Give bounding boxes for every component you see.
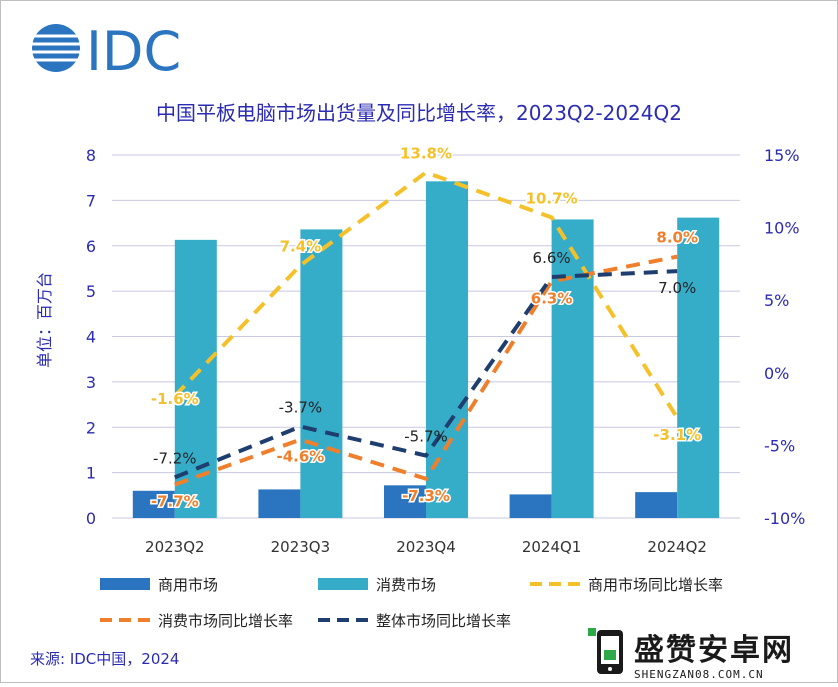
bar <box>258 489 301 518</box>
y-tick-label: 7 <box>86 191 96 210</box>
data-label: -7.7% <box>151 493 199 511</box>
legend-item: 商用市场同比增长率 <box>530 576 723 594</box>
y-tick-label: 8 <box>86 146 96 165</box>
y-tick-label: 0 <box>86 509 96 528</box>
legend-item: 消费市场同比增长率 <box>100 612 293 630</box>
x-axis: 2023Q2 2023Q3 2023Q4 2024Q1 2024Q2 <box>145 538 707 556</box>
x-tick-label: 2023Q3 <box>271 538 331 556</box>
y-axis-label: 单位：百万台 <box>35 272 54 368</box>
watermark-title: 盛赞安卓网 <box>634 633 794 668</box>
bar <box>132 490 175 518</box>
idc-globe-icon <box>32 24 80 72</box>
idc-logo-text: IDC <box>86 20 181 83</box>
bar <box>300 229 343 519</box>
data-label: 6.3% <box>531 289 573 307</box>
data-label: -5.7% <box>404 428 448 446</box>
x-tick-label: 2024Q1 <box>522 538 582 556</box>
data-label: 6.6% <box>533 249 571 267</box>
data-label: 7.0% <box>658 279 696 297</box>
data-label: 10.7% <box>526 189 578 207</box>
watermark-url: SHENGZAN08.COM.CN <box>634 668 764 681</box>
y2-tick-label: 15% <box>764 146 800 165</box>
data-label: 13.8% <box>400 144 452 162</box>
y-tick-label: 2 <box>86 418 96 437</box>
series-line <box>174 254 678 487</box>
y-tick-label: 4 <box>86 328 96 347</box>
legend-swatch <box>318 578 368 590</box>
lines <box>173 170 679 487</box>
y2-tick-label: -5% <box>764 436 795 455</box>
phone-icon <box>588 628 623 674</box>
legend-swatch <box>100 578 150 590</box>
x-tick-label: 2023Q4 <box>396 538 456 556</box>
legend-label: 商用市场同比增长率 <box>588 576 723 594</box>
bars <box>132 181 720 519</box>
chart-title: 中国平板电脑市场出货量及同比增长率，2023Q2-2024Q2 <box>156 101 682 125</box>
y2-tick-label: 10% <box>764 219 800 238</box>
bar <box>635 492 678 518</box>
x-tick-label: 2024Q2 <box>647 538 707 556</box>
data-labels: -1.6% 7.4% 13.8% 10.7% -3.1% -7.7% -4.6% -7.3% 6… <box>149 143 702 512</box>
bar <box>677 217 720 518</box>
data-label: -3.7% <box>279 399 323 417</box>
legend-label: 消费市场同比增长率 <box>158 612 293 630</box>
bar <box>384 485 426 518</box>
data-label: 7.4% <box>280 237 322 255</box>
bar <box>551 219 594 518</box>
y2-tick-label: 0% <box>764 364 789 383</box>
data-label: -7.2% <box>153 449 197 467</box>
y-tick-label: 1 <box>86 464 96 483</box>
data-label: -4.6% <box>276 448 324 466</box>
series-line <box>174 269 678 480</box>
series-line <box>173 170 679 419</box>
data-label: 8.0% <box>656 229 698 247</box>
source-note: 来源: IDC中国，2024 <box>30 650 179 668</box>
y-tick-label: 3 <box>86 373 96 392</box>
y2-tick-label: -10% <box>764 509 805 528</box>
bar <box>426 181 468 518</box>
legend-label: 整体市场同比增长率 <box>376 612 511 630</box>
x-tick-label: 2023Q2 <box>145 538 205 556</box>
y-axis-right: -10% -5% 0% 5% 10% 15% <box>764 146 805 528</box>
legend-label: 消费市场 <box>376 576 436 594</box>
data-label: -7.3% <box>402 487 450 505</box>
data-label: -1.6% <box>151 390 199 408</box>
y-tick-label: 5 <box>86 282 96 301</box>
idc-logo: IDC <box>32 20 181 83</box>
data-label: -3.1% <box>653 426 701 444</box>
y2-tick-label: 5% <box>764 291 789 310</box>
y-tick-label: 6 <box>86 237 96 256</box>
legend-label: 商用市场 <box>158 576 218 594</box>
legend-item: 消费市场 <box>318 576 436 594</box>
bar <box>509 494 552 518</box>
legend-item: 整体市场同比增长率 <box>318 612 511 630</box>
bar <box>174 239 217 518</box>
watermark: 盛赞安卓网 SHENGZAN08.COM.CN <box>588 628 794 681</box>
legend-item: 商用市场 <box>100 576 218 594</box>
y-axis-left: 0 1 2 3 4 5 6 7 8 <box>86 146 96 528</box>
